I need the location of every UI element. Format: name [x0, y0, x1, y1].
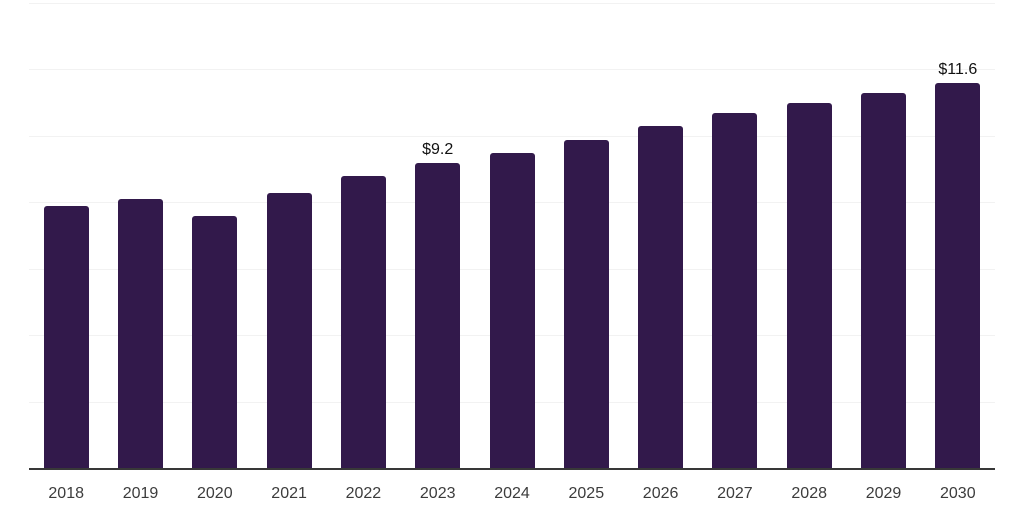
x-tick-label: 2024 — [494, 485, 530, 502]
x-tick-label: 2025 — [568, 485, 605, 502]
bar-value-label: $9.2 — [422, 140, 454, 158]
gridline — [29, 135, 995, 137]
gridline — [29, 69, 995, 71]
x-tick-label: 2026 — [642, 485, 679, 502]
x-tick-label: 2020 — [197, 485, 233, 502]
bar-2027 — [712, 112, 758, 469]
x-tick-label: 2018 — [48, 485, 84, 502]
bar-2018 — [43, 206, 89, 469]
x-axis-line — [29, 468, 995, 470]
x-tick-label: 2027 — [717, 485, 753, 502]
gridline — [29, 2, 995, 4]
bar-2023 — [415, 162, 461, 469]
x-tick-label: 2028 — [791, 485, 827, 502]
bar-2021 — [266, 192, 312, 469]
x-tick-label: 2022 — [345, 485, 382, 502]
bar-2026 — [638, 126, 684, 469]
x-tick-label: 2023 — [419, 485, 456, 502]
x-tick-label: 2030 — [940, 485, 976, 502]
x-tick-label: 2021 — [271, 485, 307, 502]
bar-value-label: $11.6 — [938, 60, 978, 78]
bar-2019 — [118, 199, 163, 469]
bar-2028 — [786, 102, 832, 469]
bar-2020 — [192, 216, 238, 469]
bar-2024 — [489, 152, 535, 469]
bar-2030 — [935, 82, 981, 469]
bar-2029 — [861, 92, 906, 469]
bar-2025 — [563, 139, 609, 469]
x-tick-label: 2019 — [122, 485, 159, 502]
x-tick-label: 2029 — [865, 485, 902, 502]
bar-2022 — [340, 176, 386, 469]
